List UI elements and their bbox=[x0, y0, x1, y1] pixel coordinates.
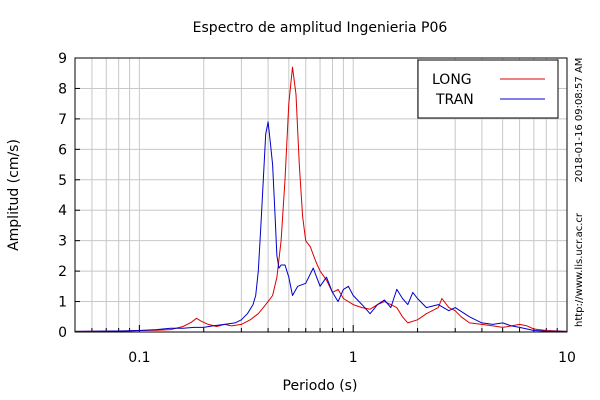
legend: LONG TRAN bbox=[417, 59, 559, 119]
y-tick-label: 3 bbox=[58, 234, 67, 250]
y-tick-label: 2 bbox=[58, 264, 67, 280]
series-line-long bbox=[74, 66, 568, 332]
y-tick-label: 4 bbox=[58, 203, 67, 219]
y-tick-label: 9 bbox=[58, 51, 67, 67]
y-tick-label: 0 bbox=[58, 325, 67, 341]
y-tick-label: 7 bbox=[58, 112, 67, 128]
x-axis-label: Periodo (s) bbox=[283, 378, 358, 394]
y-tick-label: 6 bbox=[58, 142, 67, 158]
legend-box bbox=[417, 59, 559, 119]
source-url-label: http://www.lis.ucr.ac.cr bbox=[574, 212, 585, 327]
legend-label-long: LONG bbox=[432, 72, 472, 88]
x-tick-label: 0.1 bbox=[128, 350, 150, 366]
chart-title: Espectro de amplitud Ingenieria P06 bbox=[193, 20, 448, 36]
plot-area-frame bbox=[74, 57, 568, 333]
data-series bbox=[74, 66, 568, 332]
axis-ticks: 0 1 2 3 4 5 6 7 8 9 0.1 1 10 bbox=[58, 51, 576, 366]
series-line-tran bbox=[74, 121, 568, 332]
legend-label-tran: TRAN bbox=[435, 92, 474, 108]
x-tick-label: 1 bbox=[349, 350, 358, 366]
timestamp-label: 2018-01-16 09:08:57 AM bbox=[574, 58, 585, 183]
y-tick-label: 8 bbox=[58, 81, 67, 97]
x-tick-label: 10 bbox=[558, 350, 576, 366]
y-tick-label: 5 bbox=[58, 173, 67, 189]
y-tick-label: 1 bbox=[58, 295, 67, 311]
y-axis-label: Amplitud (cm/s) bbox=[6, 139, 22, 251]
